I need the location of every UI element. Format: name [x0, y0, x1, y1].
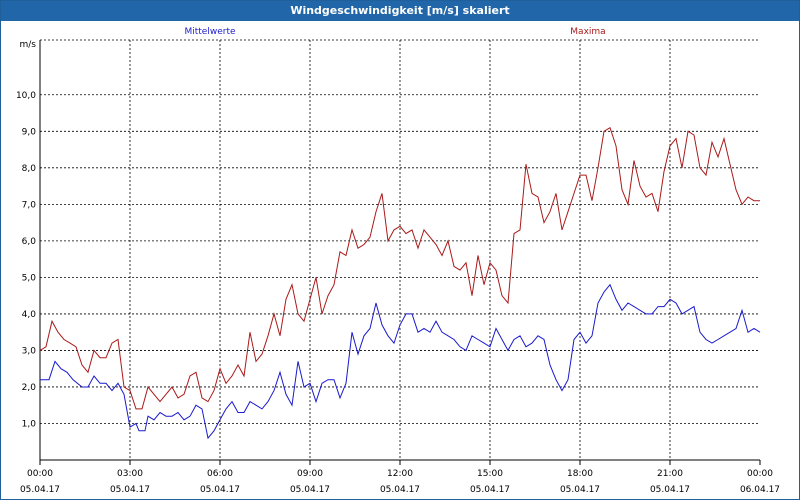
x-tick-date: 05.04.17 [380, 485, 420, 495]
x-tick-time: 15:00 [477, 469, 503, 479]
data-series [39, 126, 761, 440]
x-tick-time: 18:00 [567, 469, 593, 479]
x-tick-time: 21:00 [657, 469, 683, 479]
x-tick-time: 12:00 [387, 469, 413, 479]
y-tick-label: 3,0 [22, 346, 37, 356]
x-tick-date: 05.04.17 [290, 485, 330, 495]
y-tick-label: 5,0 [22, 273, 37, 283]
window-title: Windgeschwindigkeit [m/s] skaliert [1, 1, 799, 21]
y-tick-label: 2,0 [22, 383, 37, 393]
y-tick-label: 7,0 [22, 200, 37, 210]
x-tick-date: 05.04.17 [560, 485, 600, 495]
x-tick-date: 05.04.17 [470, 485, 510, 495]
grid-lines [39, 39, 761, 465]
x-tick-time: 09:00 [297, 469, 323, 479]
y-tick-label: 8,0 [22, 164, 37, 174]
x-tick-time: 00:00 [27, 469, 53, 479]
x-tick-time: 00:00 [747, 469, 773, 479]
x-tick-date: 05.04.17 [20, 485, 60, 495]
axis-labels: 1,0 2,0 3,0 4,0 5,0 6,0 7,0 8,0 9,0 10,0 m/s 00:00 0… [16, 40, 780, 495]
y-tick-label: 10,0 [16, 91, 36, 101]
x-tick-time: 06:00 [207, 469, 233, 479]
x-tick-time: 03:00 [117, 469, 143, 479]
y-tick-label: 9,0 [22, 127, 37, 137]
legend-maxima: Maxima [570, 27, 605, 37]
series-line-mittelwerte [40, 283, 761, 440]
y-tick-label: 1,0 [22, 419, 37, 429]
x-tick-date: 05.04.17 [200, 485, 240, 495]
x-tick-date: 05.04.17 [650, 485, 690, 495]
x-tick-date: 05.04.17 [110, 485, 150, 495]
y-tick-label: 6,0 [22, 237, 37, 247]
legend: Mittelwerte Maxima [184, 27, 605, 37]
x-tick-date: 06.04.17 [740, 485, 780, 495]
legend-mittelwerte: Mittelwerte [184, 27, 235, 37]
y-axis-unit: m/s [20, 40, 37, 50]
y-tick-label: 4,0 [22, 310, 37, 320]
series-line-maxima [39, 126, 760, 410]
